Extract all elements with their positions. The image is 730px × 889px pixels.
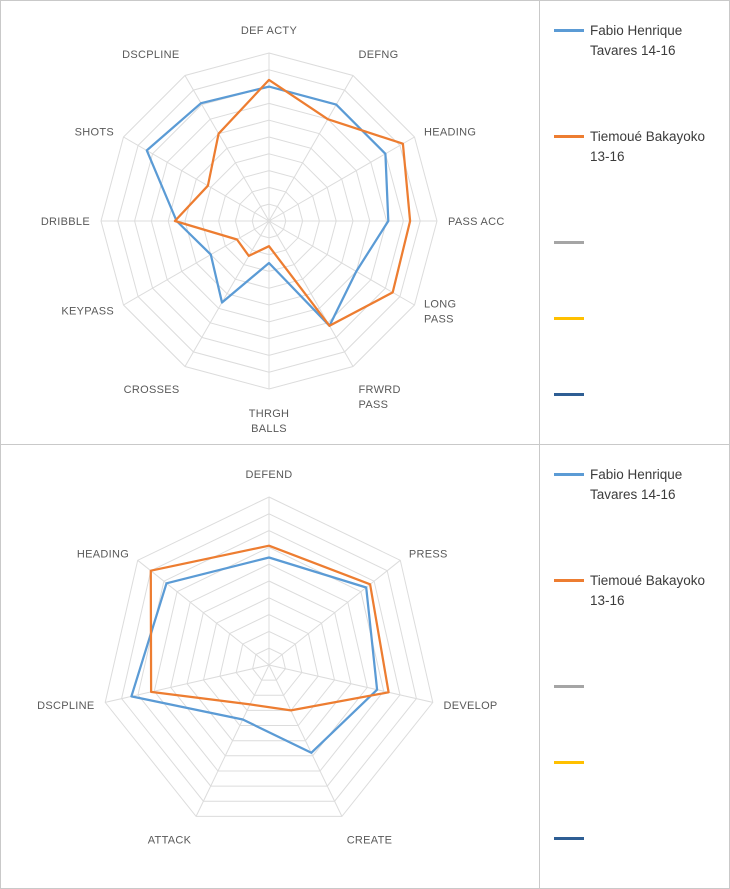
legend-item-label: Tiemoué Bakayoko 13-16 [590, 128, 706, 164]
bottom-chart-area: DEFEND PRESS DEVELOP CREATE ATTACK DSCPLINE HE… [1, 445, 539, 888]
axis-label: LONG PASS [424, 298, 456, 325]
role-profile-radar-chart: DEFEND PRESS DEVELOP CREATE ATTACK DSCPLINE HE… [37, 469, 498, 846]
grid-ring [252, 647, 286, 681]
series-polygon [130, 555, 379, 754]
axis-spoke [268, 664, 433, 703]
axis-label: FRWRD PASS [359, 384, 401, 411]
axis-label: PASS ACC [448, 216, 505, 228]
axis-label: DEFEND [245, 469, 292, 481]
axis-label: DEFNG [359, 49, 399, 61]
legend-item-label: Fabio Henrique Tavares 14-16 [590, 23, 683, 59]
axis-spoke [268, 559, 401, 665]
legend-item [554, 309, 721, 320]
legend-item: Tiemoué Bakayoko 13-16 [554, 571, 721, 612]
series-polygon [149, 544, 390, 712]
axis-label: HEADING [77, 548, 129, 560]
series-line-swatch [554, 684, 584, 688]
legend-item: Fabio Henrique Tavares 14-16 [554, 465, 721, 506]
bottom-chart-panel: DEFEND PRESS DEVELOP CREATE ATTACK DSCPLINE HE… [1, 445, 729, 888]
series-line-swatch [554, 393, 584, 396]
axis-label: DEVELOP [444, 699, 498, 711]
axis-spoke [268, 220, 354, 367]
series-line-swatch [554, 316, 584, 320]
grid-ring [235, 630, 303, 696]
axis-label: PRESS [409, 548, 448, 560]
series-line-swatch [554, 240, 584, 244]
axis-spoke [184, 220, 270, 367]
axis-label: CREATE [347, 834, 393, 846]
axis-label: THRGH BALLS [249, 408, 290, 435]
grid-ring [202, 596, 336, 726]
legend-bottom: Fabio Henrique Tavares 14-16 Tiemoué Bak… [539, 445, 729, 888]
axis-label: DEF ACTY [241, 25, 298, 37]
axis-spoke [123, 220, 270, 305]
grid-ring [153, 546, 385, 771]
axis-label: DRIBBLE [41, 216, 90, 228]
axis-label: KEYPASS [61, 305, 114, 317]
axis-label: DSCPLINE [37, 699, 94, 711]
legend-item [554, 753, 721, 764]
series-line-swatch [554, 134, 584, 138]
series-line-swatch [554, 473, 584, 476]
axis-spoke [123, 136, 270, 221]
axis-spoke [184, 74, 270, 221]
legend-item [554, 829, 721, 840]
legend-item [554, 677, 721, 688]
grid-ring [104, 495, 434, 817]
grid-ring [186, 579, 352, 741]
series-polygon [173, 78, 412, 327]
legend-top: Fabio Henrique Tavares 14-16 Tiemoué Bak… [539, 1, 729, 444]
axis-label: CROSSES [124, 384, 180, 396]
axis-label: SHOTS [75, 126, 114, 138]
axis-label: DSCPLINE [122, 49, 179, 61]
series-polygon [145, 84, 390, 327]
series-line-swatch [554, 760, 584, 764]
legend-item [554, 385, 721, 396]
axis-spoke [268, 136, 415, 221]
series-line-swatch [554, 578, 584, 582]
top-chart-area: DEF ACTY DEFNG HEADING PASS ACC LONG PASS FRWR… [1, 1, 539, 444]
grid-ring [121, 512, 417, 802]
axis-spoke [137, 559, 270, 665]
axis-spoke [268, 220, 415, 305]
legend-item-label: Fabio Henrique Tavares 14-16 [590, 467, 683, 503]
top-chart-panel: DEF ACTY DEFNG HEADING PASS ACC LONG PASS FRWR… [1, 1, 729, 445]
legend-item: Fabio Henrique Tavares 14-16 [554, 21, 721, 62]
legend-item-label: Tiemoué Bakayoko 13-16 [590, 572, 706, 608]
axis-spoke [268, 74, 354, 221]
grid-ring [137, 529, 401, 787]
series-line-swatch [554, 29, 584, 32]
axis-label: ATTACK [148, 834, 192, 846]
legend-item [554, 233, 721, 244]
axis-spoke [268, 664, 343, 817]
passing-defending-radar-chart: DEF ACTY DEFNG HEADING PASS ACC LONG PASS FRWR… [41, 25, 505, 435]
legend-item: Tiemoué Bakayoko 13-16 [554, 127, 721, 168]
series-line-swatch [554, 837, 584, 840]
axis-spoke [195, 664, 270, 817]
grid-ring [219, 613, 319, 711]
axis-label: HEADING [424, 126, 476, 138]
grid-ring [170, 563, 368, 756]
